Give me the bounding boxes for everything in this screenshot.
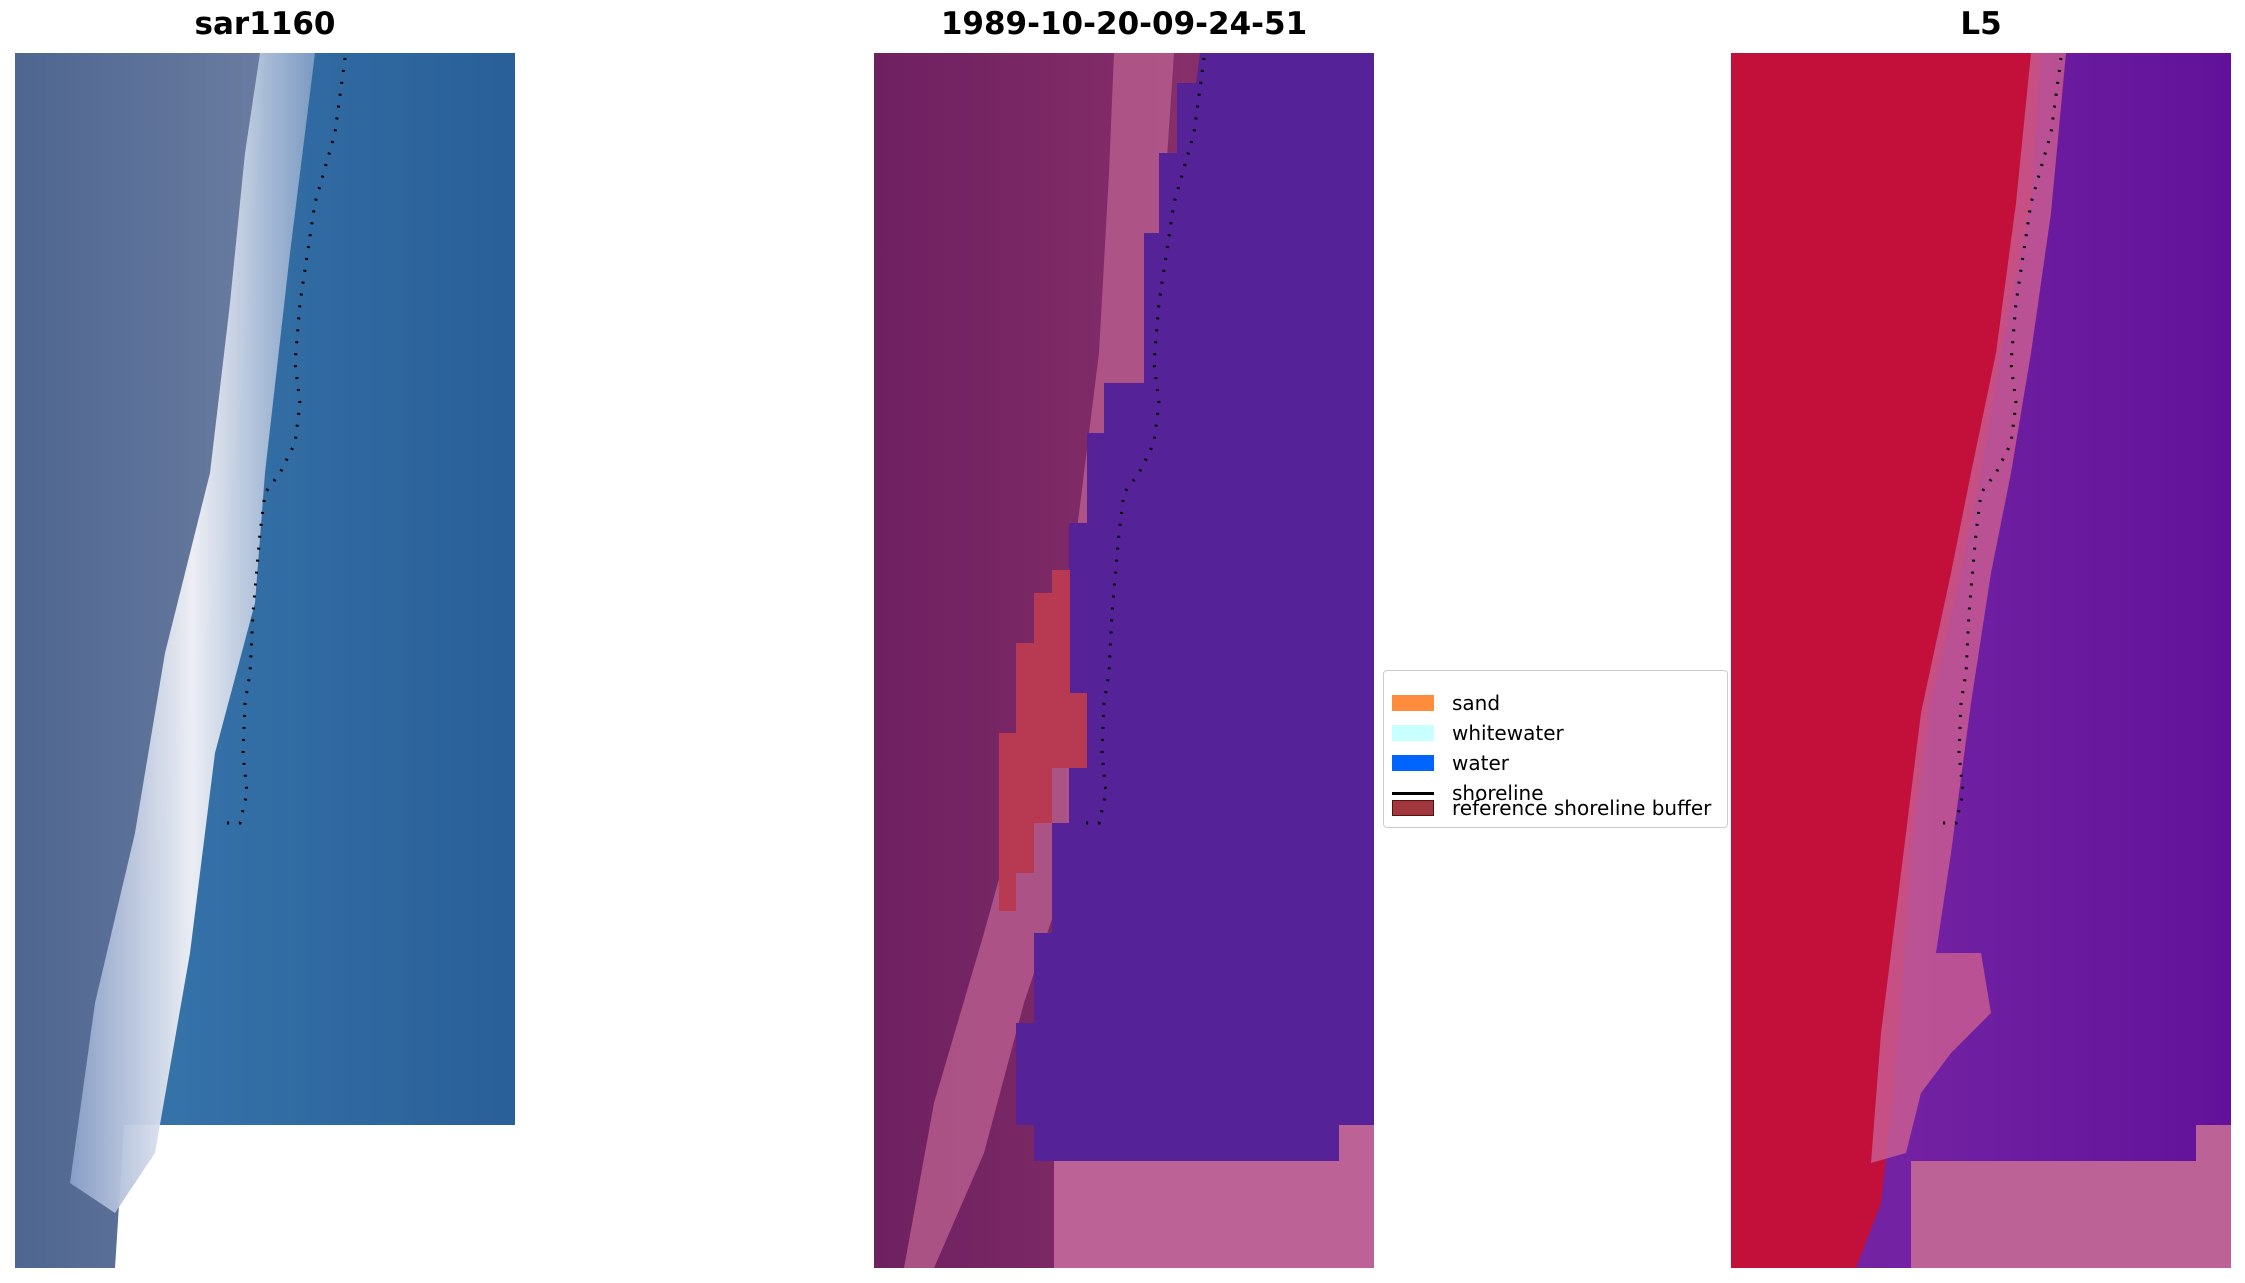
legend-label-sand: sand [1452, 691, 1501, 715]
legend-swatch-water [1392, 755, 1434, 771]
legend-label-reference-buffer: reference shoreline buffer [1452, 796, 1712, 820]
legend-item-water: water [1392, 748, 1509, 778]
legend-swatch-whitewater [1392, 725, 1434, 741]
legend-label-water: water [1452, 751, 1509, 775]
index-land-area [1731, 53, 2041, 1268]
index-nodata-corner [2196, 1125, 2231, 1165]
class-nodata-bottom [1054, 1161, 1374, 1268]
panel-title-classification: 1989-10-20-09-24-51 [940, 6, 1308, 42]
rgb-land-area [15, 53, 265, 1268]
class-water-area [1016, 53, 1374, 1161]
index-nodata-bottom [1911, 1161, 2231, 1268]
legend-item-shoreline: shoreline [1392, 778, 1544, 808]
rgb-nodata-corner [480, 1125, 515, 1165]
rgb-nodata-bottom [195, 1161, 515, 1268]
panel-title-rgb: sar1160 [194, 6, 336, 42]
legend-item-whitewater: whitewater [1392, 718, 1564, 748]
legend-label-shoreline: shoreline [1452, 781, 1544, 805]
legend-item-reference-buffer: reference shoreline buffer [1392, 793, 1711, 823]
legend: sand whitewater water shoreline referenc… [1383, 670, 1728, 828]
class-nodata-corner [1339, 1125, 1374, 1165]
legend-label-whitewater: whitewater [1452, 721, 1564, 745]
legend-swatch-reference-buffer [1392, 800, 1434, 816]
index-image [1731, 53, 2231, 1268]
classification-image [874, 53, 1374, 1268]
rgb-image [15, 53, 515, 1268]
legend-swatch-sand [1392, 695, 1434, 711]
rgb-beach-strip [70, 53, 315, 1213]
class-buffer-area [999, 570, 1087, 911]
class-sand-strip [904, 53, 1174, 1268]
legend-item-sand: sand [1392, 688, 1500, 718]
legend-line-shoreline [1392, 791, 1434, 795]
panel-title-index: L5 [1960, 6, 2002, 42]
